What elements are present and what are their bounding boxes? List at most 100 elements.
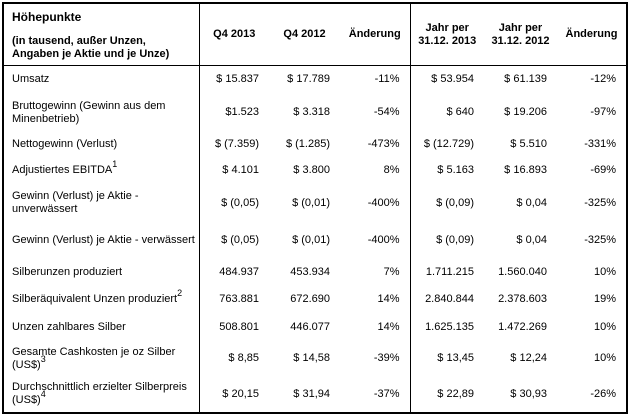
row-label-cell: Gesamte Cashkosten je oz Silber (US$)3 bbox=[3, 340, 200, 377]
cell-q4-2013: $ 8,85 bbox=[228, 352, 259, 364]
cell-change-year: -12% bbox=[590, 73, 616, 86]
row-label-cell: Durchschnittlich erzielter Silberpreis (… bbox=[3, 376, 200, 413]
cell-fy-2013: $ 13,45 bbox=[437, 352, 474, 364]
table-header-row: Höhepunkte (in tausend, außer Unzen, Ang… bbox=[3, 3, 627, 66]
table-row: Gewinn (Verlust) je Aktie - unverwässert… bbox=[3, 184, 627, 222]
table-title-cell: Höhepunkte (in tausend, außer Unzen, Ang… bbox=[3, 3, 200, 66]
row-label-cell: Silberunzen produziert bbox=[3, 259, 200, 286]
row-label: Bruttogewinn (Gewinn aus dem Minenbetrie… bbox=[12, 99, 166, 125]
cell-q4-2012: $ (1.285) bbox=[285, 137, 330, 150]
row-label: Silberäquivalent Unzen produziert bbox=[12, 293, 178, 305]
cell-change-quarter: 14% bbox=[340, 313, 411, 341]
cell-fy-2012: $ 30,93 bbox=[510, 387, 547, 400]
cell-change-quarter: -37% bbox=[340, 376, 411, 413]
cell-fy-2012: $ 0,04 bbox=[516, 196, 547, 209]
highlights-table-container: Höhepunkte (in tausend, außer Unzen, Ang… bbox=[2, 2, 628, 414]
row-footnote-marker: 4 bbox=[40, 389, 46, 400]
table-subtitle: (in tausend, außer Unzen, Angaben je Akt… bbox=[12, 35, 170, 60]
cell-q4-2012: $ (0,01) bbox=[292, 196, 330, 209]
cell-change-quarter: 14% bbox=[340, 285, 411, 314]
cell-fy-2012: $ 16.893 bbox=[504, 164, 547, 176]
col-header-fy-2013: Jahr per 31.12. 2013 bbox=[418, 21, 477, 47]
cell-q4-2012: 446.077 bbox=[290, 320, 330, 333]
cell-fy-2012: 1.472.269 bbox=[498, 320, 547, 333]
cell-fy-2013: $ (0,09) bbox=[436, 196, 474, 209]
row-label-cell: Silberäquivalent Unzen produziert2 bbox=[3, 285, 200, 314]
row-footnote-marker: 3 bbox=[40, 353, 46, 364]
table-title: Höhepunkte bbox=[12, 10, 82, 24]
row-label: Adjustiertes EBITDA bbox=[12, 164, 113, 176]
row-label: Gewinn (Verlust) je Aktie - verwässert bbox=[12, 234, 195, 246]
row-label: Durchschnittlich erzielter Silberpreis (… bbox=[12, 381, 187, 406]
table-row: Nettogewinn (Verlust) $ (7.359) $ (1.285… bbox=[3, 131, 627, 157]
table-row: Gewinn (Verlust) je Aktie - verwässert $… bbox=[3, 221, 627, 260]
col-header-fy-2012: Jahr per 31.12. 2012 bbox=[491, 21, 550, 47]
cell-q4-2012: $ 3.318 bbox=[293, 106, 330, 118]
table-row: Durchschnittlich erzielter Silberpreis (… bbox=[3, 376, 627, 413]
cell-q4-2013: $ (7.359) bbox=[214, 137, 259, 150]
row-label-cell: Unzen zahlbares Silber bbox=[3, 313, 200, 341]
cell-change-year: -325% bbox=[584, 234, 616, 246]
cell-change-year: -325% bbox=[584, 196, 616, 209]
cell-fy-2012: $ 12,24 bbox=[510, 352, 547, 364]
cell-fy-2013: $ (0,09) bbox=[436, 234, 474, 246]
row-label-cell: Bruttogewinn (Gewinn aus dem Minenbetrie… bbox=[3, 93, 200, 132]
col-header-change-quarter: Änderung bbox=[340, 3, 411, 66]
row-label: Unzen zahlbares Silber bbox=[12, 320, 126, 333]
cell-change-year: 10% bbox=[593, 352, 616, 364]
row-label-cell: Umsatz bbox=[3, 65, 200, 94]
cell-fy-2013: 1.625.135 bbox=[425, 320, 474, 333]
cell-q4-2013: 508.801 bbox=[219, 320, 259, 333]
cell-change-year: 19% bbox=[593, 293, 616, 305]
col-header-q4-2012: Q4 2012 bbox=[283, 28, 326, 40]
cell-q4-2012: 672.690 bbox=[290, 293, 330, 305]
cell-change-year: 10% bbox=[593, 266, 616, 278]
row-label-cell: Gewinn (Verlust) je Aktie - unverwässert bbox=[3, 184, 200, 222]
table-row: Umsatz $ 15.837 $ 17.789 -11% $ 53.954 $… bbox=[3, 65, 627, 94]
cell-q4-2012: $ 14,58 bbox=[293, 352, 330, 364]
cell-q4-2013: $1.523 bbox=[225, 106, 259, 118]
cell-change-quarter: 7% bbox=[340, 259, 411, 286]
row-label-cell: Adjustiertes EBITDA1 bbox=[3, 156, 200, 185]
cell-q4-2013: $ (0,05) bbox=[221, 234, 259, 246]
cell-fy-2013: $ 640 bbox=[446, 106, 474, 118]
row-label: Umsatz bbox=[12, 73, 50, 86]
cell-fy-2012: $ 5.510 bbox=[510, 137, 547, 150]
cell-change-quarter: -400% bbox=[340, 221, 411, 260]
cell-fy-2013: 1.711.215 bbox=[425, 266, 474, 278]
cell-fy-2012: $ 61.139 bbox=[504, 73, 547, 86]
cell-q4-2012: $ 17.789 bbox=[287, 73, 330, 86]
table-row: Unzen zahlbares Silber 508.801 446.077 1… bbox=[3, 313, 627, 341]
row-footnote-marker: 2 bbox=[177, 288, 183, 299]
table-row: Silberäquivalent Unzen produziert2 763.8… bbox=[3, 285, 627, 314]
cell-fy-2012: $ 19.206 bbox=[504, 106, 547, 118]
cell-fy-2013: $ (12.729) bbox=[423, 137, 474, 150]
row-label: Silberunzen produziert bbox=[12, 266, 123, 278]
cell-fy-2012: 1.560.040 bbox=[498, 266, 547, 278]
cell-change-year: -97% bbox=[590, 106, 616, 118]
cell-change-quarter: -400% bbox=[340, 184, 411, 222]
cell-change-quarter: -39% bbox=[340, 340, 411, 377]
table-row: Gesamte Cashkosten je oz Silber (US$)3 $… bbox=[3, 340, 627, 377]
cell-q4-2012: 453.934 bbox=[290, 266, 330, 278]
cell-q4-2012: $ (0,01) bbox=[292, 234, 330, 246]
cell-q4-2013: 763.881 bbox=[219, 293, 259, 305]
cell-fy-2012: $ 0,04 bbox=[516, 234, 547, 246]
row-label-cell: Gewinn (Verlust) je Aktie - verwässert bbox=[3, 221, 200, 260]
financial-highlights-table: Höhepunkte (in tausend, außer Unzen, Ang… bbox=[2, 2, 628, 414]
row-label: Gesamte Cashkosten je oz Silber (US$) bbox=[12, 345, 176, 371]
cell-q4-2013: $ 4.101 bbox=[222, 164, 259, 176]
cell-fy-2013: 2.840.844 bbox=[425, 293, 474, 305]
cell-q4-2013: $ 20,15 bbox=[222, 387, 259, 400]
cell-change-year: -26% bbox=[590, 387, 616, 400]
cell-change-year: -331% bbox=[584, 137, 616, 150]
col-header-q4-2013: Q4 2013 bbox=[213, 28, 256, 40]
col-header-change-year: Änderung bbox=[565, 28, 618, 40]
cell-fy-2013: $ 53.954 bbox=[431, 73, 474, 86]
table-row: Silberunzen produziert 484.937 453.934 7… bbox=[3, 259, 627, 286]
cell-q4-2012: $ 3.800 bbox=[293, 164, 330, 176]
cell-fy-2012: 2.378.603 bbox=[498, 293, 547, 305]
table-row: Adjustiertes EBITDA1 $ 4.101 $ 3.800 8% … bbox=[3, 156, 627, 185]
cell-change-quarter: 8% bbox=[340, 156, 411, 185]
table-row: Bruttogewinn (Gewinn aus dem Minenbetrie… bbox=[3, 93, 627, 132]
